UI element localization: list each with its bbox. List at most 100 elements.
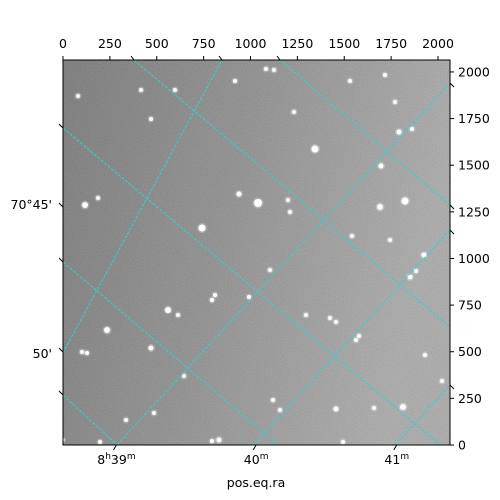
edge-tick: [449, 82, 455, 88]
star: [288, 210, 292, 214]
x-tick-label: 1250: [281, 36, 313, 51]
star: [407, 274, 413, 280]
star: [236, 191, 242, 197]
ra-tick-mark: [113, 444, 117, 451]
grid-line: [63, 394, 118, 445]
star: [292, 110, 296, 114]
star: [377, 204, 383, 210]
edge-tick: [58, 202, 64, 208]
world-edge-ticks: [58, 55, 455, 396]
star: [216, 437, 222, 443]
star: [165, 307, 171, 313]
star: [98, 440, 102, 444]
grid-line: [279, 60, 450, 206]
edge-tick: [449, 384, 455, 390]
grid-line: [63, 261, 279, 445]
star: [388, 238, 392, 242]
star: [176, 313, 180, 317]
star: [396, 129, 402, 135]
y-tick-label: 250: [458, 391, 482, 406]
ra-tick-label: 8h​39m​: [97, 452, 135, 467]
x-tick-label: 0: [59, 36, 67, 51]
x-tick-label: 750: [192, 36, 216, 51]
star: [304, 313, 308, 317]
star: [328, 316, 332, 320]
grid-line: [116, 82, 450, 445]
ra-tick-label: 40m​: [244, 452, 269, 467]
dec-axis-left: 70°45' 50': [11, 197, 53, 361]
star: [341, 440, 345, 444]
star: [148, 345, 154, 351]
star: [85, 351, 89, 355]
star-field: [63, 65, 446, 445]
plot-frame: [62, 59, 451, 446]
edge-tick: [130, 55, 135, 61]
star: [334, 320, 338, 324]
star: [393, 100, 397, 104]
star: [210, 439, 214, 443]
grid-line: [63, 60, 223, 354]
star: [80, 350, 84, 354]
ra-tick-label: 41m​: [384, 452, 409, 467]
x-tick-label: 1500: [328, 36, 360, 51]
y-pixel-axis-right: 0 250 500 750 1000 1250 1500 1750 2000: [450, 64, 490, 453]
x-tick-label: 250: [98, 36, 122, 51]
y-tick-label: 500: [458, 344, 482, 359]
star: [76, 94, 80, 98]
ra-tick-mark: [252, 444, 257, 451]
star: [233, 79, 237, 83]
star: [354, 338, 358, 342]
star: [357, 334, 361, 338]
y-tick-label: 0: [458, 438, 466, 453]
star: [210, 298, 214, 302]
edge-tick: [58, 390, 64, 396]
sky-noise: [63, 60, 450, 445]
star: [372, 406, 376, 410]
star: [254, 199, 262, 207]
y-tick-label: 750: [458, 298, 482, 313]
star: [124, 418, 128, 422]
grid-line: [253, 229, 450, 445]
star: [213, 293, 217, 297]
grid-line: [63, 127, 441, 445]
star: [271, 398, 275, 402]
star: [383, 73, 387, 77]
dec-tick-label: 70°45': [11, 197, 53, 212]
star: [264, 67, 268, 71]
star: [311, 145, 319, 153]
x-axis-title: pos.eq.ra: [227, 475, 285, 490]
star: [423, 353, 427, 357]
x-tick-label: 500: [145, 36, 169, 51]
grid-line: [394, 384, 450, 445]
x-tick-label: 1750: [375, 36, 407, 51]
star: [278, 408, 282, 412]
ra-axis-bottom: 8h​39m​ 40m​ 41m​: [97, 444, 409, 467]
star: [152, 411, 156, 415]
star: [96, 196, 100, 200]
star: [198, 224, 206, 232]
star: [348, 79, 352, 83]
grid-line: [133, 60, 450, 328]
y-tick-label: 2000: [458, 64, 490, 79]
edge-tick: [449, 204, 455, 210]
y-tick-label: 1500: [458, 158, 490, 173]
edge-tick: [218, 55, 223, 61]
star: [173, 88, 177, 92]
y-tick-label: 1000: [458, 251, 490, 266]
star: [350, 234, 354, 238]
star: [440, 379, 444, 383]
star: [272, 68, 276, 72]
star: [268, 268, 272, 272]
y-tick-label: 1250: [458, 204, 490, 219]
star: [139, 88, 143, 92]
star: [286, 198, 290, 202]
edge-tick: [449, 229, 455, 235]
star: [410, 127, 414, 131]
star: [247, 295, 251, 299]
y-tick-label: 1750: [458, 111, 490, 126]
star: [401, 197, 409, 205]
dec-tick-label: 50': [33, 346, 52, 361]
x-tick-label: 2000: [422, 36, 454, 51]
edge-tick: [276, 55, 281, 61]
